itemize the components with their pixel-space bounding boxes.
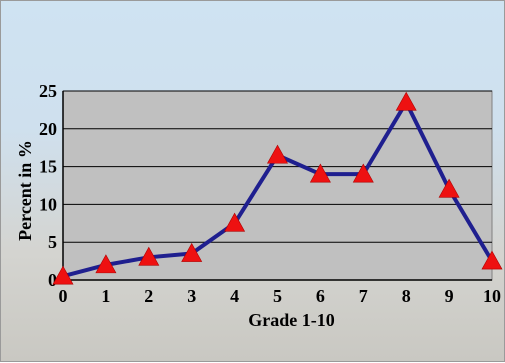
- y-tick-label: 5: [48, 232, 57, 252]
- x-tick-label: 1: [101, 286, 110, 306]
- x-tick-label: 2: [144, 286, 153, 306]
- x-tick-label: 7: [359, 286, 368, 306]
- data-point-marker: [224, 212, 246, 232]
- plot-area: [62, 90, 493, 281]
- data-point-marker: [352, 163, 374, 183]
- y-tick-label: 0: [48, 270, 57, 290]
- y-tick-label: 25: [39, 81, 57, 101]
- x-tick-label: 10: [483, 286, 501, 306]
- data-point-marker: [438, 178, 460, 198]
- x-tick-label: 0: [59, 286, 68, 306]
- data-point-marker: [481, 250, 503, 270]
- data-point-marker: [138, 246, 160, 266]
- y-axis-title: Percent in %: [15, 140, 35, 241]
- y-tick-label: 20: [39, 119, 57, 139]
- data-point-marker: [95, 254, 117, 274]
- markers-layer: [52, 91, 503, 285]
- x-tick-label: 8: [402, 286, 411, 306]
- data-point-marker: [181, 242, 203, 262]
- data-point-marker: [309, 163, 331, 183]
- data-point-marker: [52, 265, 74, 285]
- y-tick-labels: 0 5 10 15 20 25: [39, 81, 57, 290]
- x-tick-labels: 0 1 2 3 4 5 6 7 8 9 10: [59, 286, 502, 306]
- x-tick-label: 4: [230, 286, 239, 306]
- y-tick-label: 15: [39, 157, 57, 177]
- x-tick-label: 5: [273, 286, 282, 306]
- x-axis-title: Grade 1-10: [248, 310, 334, 330]
- grid-lines: [62, 90, 492, 281]
- x-tick-label: 3: [187, 286, 196, 306]
- x-tick-label: 9: [445, 286, 454, 306]
- data-point-marker: [395, 91, 417, 111]
- y-tick-label: 10: [39, 194, 57, 214]
- data-point-marker: [266, 144, 289, 164]
- x-tick-label: 6: [316, 286, 325, 306]
